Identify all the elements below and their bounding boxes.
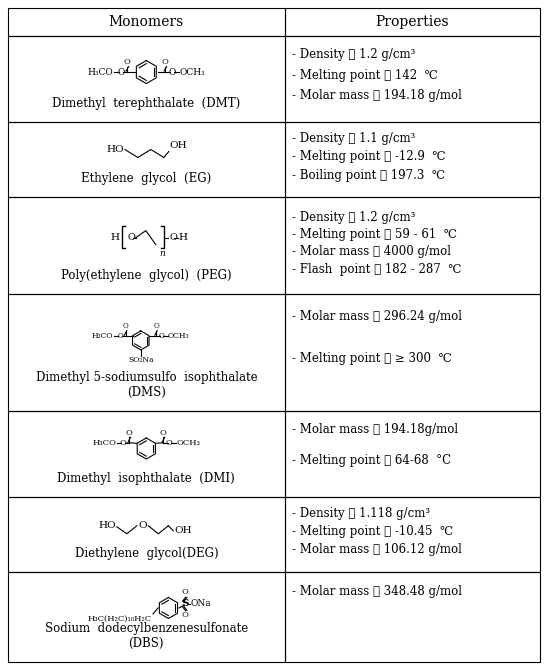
Text: OCH₃: OCH₃ bbox=[180, 68, 206, 76]
Text: Diethylene  glycol(DEG): Diethylene glycol(DEG) bbox=[75, 547, 218, 560]
Text: - Molar mass ： 106.12 g/mol: - Molar mass ： 106.12 g/mol bbox=[292, 543, 461, 556]
Text: O: O bbox=[160, 429, 167, 437]
Text: - Melting point ： 64-68  °C: - Melting point ： 64-68 °C bbox=[292, 454, 451, 467]
Text: OCH₃: OCH₃ bbox=[168, 332, 190, 340]
Bar bbox=[8, 8, 284, 36]
Text: Ethylene  glycol  (EG): Ethylene glycol (EG) bbox=[81, 172, 212, 185]
Text: O: O bbox=[166, 439, 173, 447]
Text: H: H bbox=[110, 233, 119, 242]
Bar bbox=[8, 122, 284, 197]
Bar bbox=[8, 496, 284, 572]
Text: Poly(ethylene  glycol)  (PEG): Poly(ethylene glycol) (PEG) bbox=[61, 269, 232, 281]
Bar bbox=[8, 36, 284, 122]
Text: - Density ： 1.2 g/cm³: - Density ： 1.2 g/cm³ bbox=[292, 48, 415, 61]
Text: - Boiling point ： 197.3  ℃: - Boiling point ： 197.3 ℃ bbox=[292, 169, 444, 182]
Bar bbox=[284, 36, 540, 122]
Text: - Melting point ： 59 - 61  ℃: - Melting point ： 59 - 61 ℃ bbox=[292, 228, 456, 241]
Text: O: O bbox=[181, 588, 189, 596]
Text: SO₂Na: SO₂Na bbox=[128, 356, 153, 364]
Text: - Flash  point ： 182 - 287  ℃: - Flash point ： 182 - 287 ℃ bbox=[292, 263, 461, 275]
Text: Properties: Properties bbox=[375, 15, 449, 29]
Text: O: O bbox=[124, 58, 131, 66]
Text: - Melting point ： -12.9  ℃: - Melting point ： -12.9 ℃ bbox=[292, 151, 445, 163]
Text: Monomers: Monomers bbox=[109, 15, 184, 29]
Bar bbox=[8, 293, 284, 411]
Text: O: O bbox=[126, 429, 133, 437]
Text: S: S bbox=[182, 600, 189, 608]
Text: HO: HO bbox=[99, 521, 116, 530]
Text: H₃C(H₂C)₁₀H₂C: H₃C(H₂C)₁₀H₂C bbox=[88, 615, 152, 623]
Text: O: O bbox=[123, 322, 128, 330]
Text: - Melting point ： ≥ 300  ℃: - Melting point ： ≥ 300 ℃ bbox=[292, 352, 451, 365]
Text: O: O bbox=[138, 521, 147, 530]
Text: O: O bbox=[128, 233, 136, 242]
Bar bbox=[284, 572, 540, 662]
Text: - Molar mass ： 194.18 g/mol: - Molar mass ： 194.18 g/mol bbox=[292, 89, 461, 103]
Text: H: H bbox=[178, 233, 187, 242]
Text: OCH₃: OCH₃ bbox=[176, 439, 200, 447]
Text: ONa: ONa bbox=[191, 600, 212, 608]
Text: - Molar mass ： 194.18g/mol: - Molar mass ： 194.18g/mol bbox=[292, 423, 458, 436]
Bar bbox=[284, 197, 540, 293]
Text: O: O bbox=[153, 322, 159, 330]
Text: O: O bbox=[169, 233, 177, 242]
Text: - Molar mass ： 296.24 g/mol: - Molar mass ： 296.24 g/mol bbox=[292, 310, 461, 323]
Text: H₃CO: H₃CO bbox=[92, 332, 113, 340]
Text: HO: HO bbox=[107, 145, 124, 154]
Text: OH: OH bbox=[170, 141, 187, 151]
Text: Sodium  dodecylbenzenesulfonate
(DBS): Sodium dodecylbenzenesulfonate (DBS) bbox=[45, 622, 248, 650]
Text: OH: OH bbox=[174, 526, 192, 535]
Bar bbox=[8, 572, 284, 662]
Text: O: O bbox=[181, 612, 189, 620]
Text: Dimethyl 5-sodiumsulfo  isophthalate
(DMS): Dimethyl 5-sodiumsulfo isophthalate (DMS… bbox=[36, 371, 257, 399]
Bar bbox=[284, 293, 540, 411]
Bar bbox=[284, 122, 540, 197]
Text: n: n bbox=[159, 249, 165, 258]
Text: O: O bbox=[117, 332, 123, 340]
Bar bbox=[284, 496, 540, 572]
Text: - Melting point ： -10.45  ℃: - Melting point ： -10.45 ℃ bbox=[292, 525, 453, 538]
Text: - Density ： 1.2 g/cm³: - Density ： 1.2 g/cm³ bbox=[292, 210, 415, 224]
Text: O: O bbox=[120, 439, 127, 447]
Text: O: O bbox=[158, 332, 164, 340]
Text: - Density ： 1.1 g/cm³: - Density ： 1.1 g/cm³ bbox=[292, 133, 415, 145]
Text: - Molar mass ： 4000 g/mol: - Molar mass ： 4000 g/mol bbox=[292, 245, 450, 259]
Bar bbox=[284, 411, 540, 496]
Text: O: O bbox=[117, 68, 124, 76]
Text: - Molar mass ： 348.48 g/mol: - Molar mass ： 348.48 g/mol bbox=[292, 585, 461, 598]
Text: O: O bbox=[168, 68, 175, 76]
Bar bbox=[284, 8, 540, 36]
Text: H₃CO: H₃CO bbox=[93, 439, 116, 447]
Text: H₃CO: H₃CO bbox=[87, 68, 113, 76]
Text: - Melting point ： 142  ℃: - Melting point ： 142 ℃ bbox=[292, 68, 437, 82]
Text: Dimethyl  isophthalate  (DMI): Dimethyl isophthalate (DMI) bbox=[58, 472, 235, 484]
Text: Dimethyl  terephthalate  (DMT): Dimethyl terephthalate (DMT) bbox=[52, 97, 241, 110]
Text: - Density ： 1.118 g/cm³: - Density ： 1.118 g/cm³ bbox=[292, 507, 430, 520]
Bar bbox=[8, 197, 284, 293]
Bar bbox=[8, 411, 284, 496]
Text: O: O bbox=[162, 58, 169, 66]
